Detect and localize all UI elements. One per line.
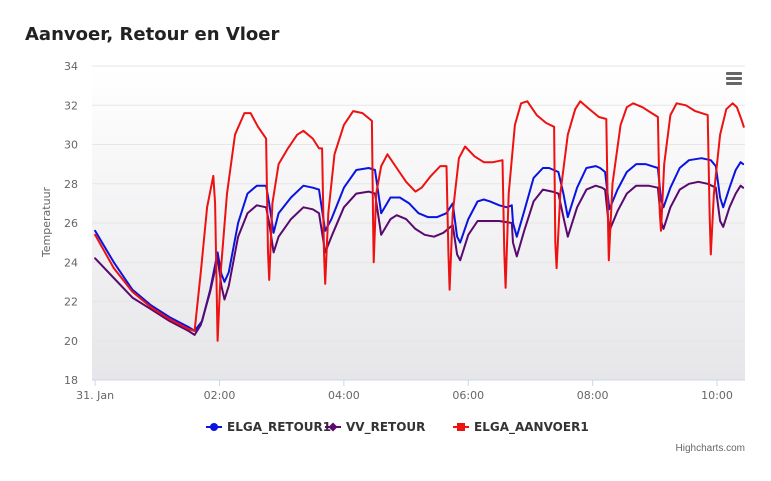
y-tick-label: 30: [64, 139, 78, 152]
x-tick-label: 02:00: [204, 389, 236, 402]
y-tick-label: 28: [64, 178, 78, 191]
y-tick-label: 26: [64, 217, 78, 230]
y-axis-title: Temperatuur: [40, 186, 53, 258]
series-lines: [94, 100, 745, 342]
legend-label: ELGA_AANVOER1: [474, 420, 589, 435]
chart-menu-button[interactable]: [722, 68, 746, 90]
y-tick-label: 32: [64, 99, 78, 112]
credits-link[interactable]: Highcharts.com: [675, 443, 745, 454]
legend-item-vv_retour[interactable]: VV_RETOUR: [325, 420, 425, 435]
y-tick-label: 34: [64, 60, 78, 73]
x-tick-label: 31. Jan: [76, 389, 114, 402]
chart-title: Aanvoer, Retour en Vloer: [25, 24, 280, 45]
y-tick-label: 24: [64, 256, 78, 269]
series-line-elga_aanvoer1: [94, 100, 745, 342]
legend-label: VV_RETOUR: [346, 420, 425, 435]
x-tick-label: 06:00: [452, 389, 484, 402]
legend-square-marker: [457, 423, 465, 431]
legend: ELGA_RETOUR1 VV_RETOUR ELGA_AANVOER1: [206, 420, 589, 435]
x-tick-label: 04:00: [328, 389, 360, 402]
hamburger-menu-icon: [726, 72, 742, 85]
legend-diamond-marker: [328, 422, 338, 432]
x-axis: 31. Jan 02:00 04:00 06:00 08:00 10:00: [76, 379, 745, 402]
y-tick-label: 18: [64, 374, 78, 387]
x-tick-label: 10:00: [701, 389, 733, 402]
y-tick-label: 20: [64, 335, 78, 348]
legend-item-elga_aanvoer1[interactable]: ELGA_AANVOER1: [453, 420, 589, 435]
legend-label: ELGA_RETOUR1: [227, 420, 331, 435]
y-axis: 18 20 22 24 26 28 30 32 34: [64, 60, 78, 387]
y-tick-label: 22: [64, 296, 78, 309]
x-tick-label: 08:00: [577, 389, 609, 402]
legend-circle-marker: [210, 423, 218, 431]
legend-item-elga_retour1[interactable]: ELGA_RETOUR1: [206, 420, 331, 435]
